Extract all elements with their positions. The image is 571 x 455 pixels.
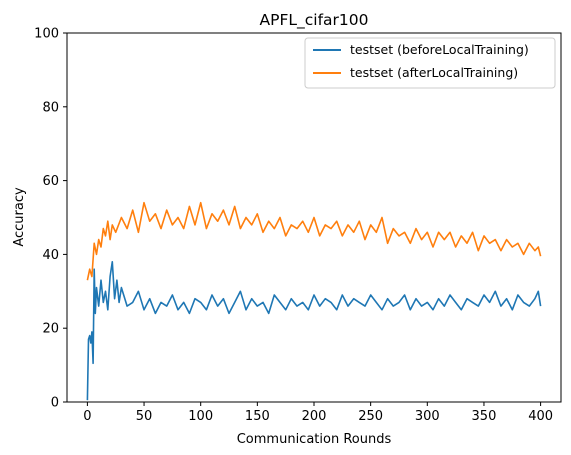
legend-label-after: testset (afterLocalTraining) bbox=[350, 65, 518, 80]
x-tick-label: 200 bbox=[302, 409, 327, 424]
x-tick-label: 350 bbox=[472, 409, 497, 424]
x-tick-label: 300 bbox=[415, 409, 440, 424]
series-layer bbox=[86, 201, 542, 401]
plot-frame bbox=[66, 32, 562, 403]
legend: testset (beforeLocalTraining) testset (a… bbox=[304, 37, 556, 89]
x-tick-label: 100 bbox=[188, 409, 213, 424]
legend-label-before: testset (beforeLocalTraining) bbox=[350, 42, 529, 57]
x-tick-label: 0 bbox=[83, 409, 91, 424]
x-tick-label: 250 bbox=[358, 409, 383, 424]
series-line-after bbox=[86, 201, 542, 281]
chart-title: APFL_cifar100 bbox=[260, 11, 369, 30]
x-tick-label: 50 bbox=[136, 409, 153, 424]
y-tick-label: 80 bbox=[42, 100, 59, 115]
y-axis-label: Accuracy bbox=[12, 187, 27, 247]
y-tick-label: 40 bbox=[42, 248, 59, 263]
y-tick-label: 0 bbox=[51, 396, 59, 411]
x-tick-label: 400 bbox=[528, 409, 553, 424]
x-tick-label: 150 bbox=[245, 409, 270, 424]
x-axis-label: Communication Rounds bbox=[237, 432, 392, 447]
y-tick-label: 100 bbox=[34, 27, 59, 42]
axis-ticks: 0 50 100 150 200 250 300 350 400 0 20 40 60 80 100 bbox=[34, 27, 553, 425]
y-tick-label: 20 bbox=[42, 322, 59, 337]
series-line-before bbox=[86, 260, 542, 401]
y-tick-label: 60 bbox=[42, 174, 59, 189]
legend-box bbox=[304, 37, 556, 89]
